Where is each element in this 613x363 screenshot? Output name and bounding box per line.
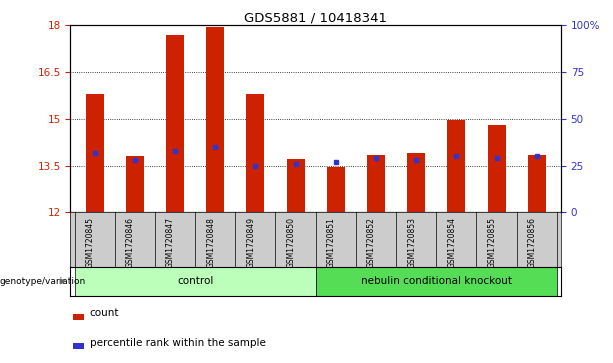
Bar — [316, 267, 557, 296]
Bar — [206, 27, 224, 212]
Bar — [286, 159, 305, 212]
Bar — [528, 155, 546, 212]
Text: GSM1720853: GSM1720853 — [407, 217, 416, 268]
Bar — [327, 167, 345, 212]
Text: GSM1720854: GSM1720854 — [447, 217, 457, 268]
Bar — [86, 94, 104, 212]
Bar — [75, 267, 316, 296]
Text: GSM1720846: GSM1720846 — [126, 217, 135, 268]
Text: count: count — [89, 309, 119, 318]
Bar — [447, 121, 465, 212]
Bar — [367, 155, 385, 212]
Bar — [74, 343, 84, 350]
Text: GSM1720856: GSM1720856 — [528, 217, 537, 268]
Text: control: control — [177, 276, 213, 286]
Text: GSM1720850: GSM1720850 — [287, 217, 295, 268]
Bar — [166, 35, 184, 212]
Text: GSM1720852: GSM1720852 — [367, 217, 376, 268]
Text: GSM1720851: GSM1720851 — [327, 217, 336, 268]
Text: GSM1720847: GSM1720847 — [166, 217, 175, 268]
Text: nebulin conditional knockout: nebulin conditional knockout — [361, 276, 512, 286]
Text: GSM1720849: GSM1720849 — [246, 217, 256, 268]
Text: GSM1720845: GSM1720845 — [86, 217, 94, 268]
Bar — [74, 314, 84, 321]
Title: GDS5881 / 10418341: GDS5881 / 10418341 — [244, 11, 387, 24]
Text: genotype/variation: genotype/variation — [0, 277, 86, 286]
Bar — [407, 153, 425, 212]
Bar — [126, 156, 144, 212]
Text: GSM1720855: GSM1720855 — [487, 217, 497, 268]
Bar — [246, 94, 264, 212]
Text: GSM1720848: GSM1720848 — [206, 217, 215, 268]
Text: percentile rank within the sample: percentile rank within the sample — [89, 338, 265, 347]
Bar — [487, 125, 506, 212]
